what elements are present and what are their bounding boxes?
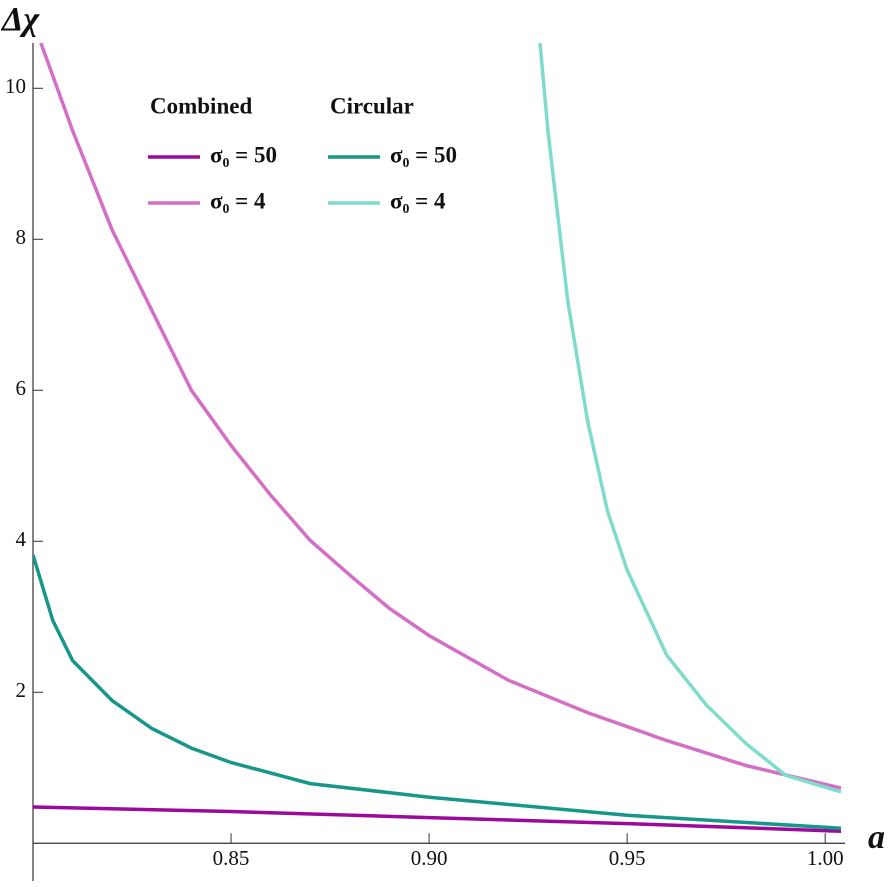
x-tick-label: 0.90 bbox=[411, 846, 448, 870]
legend-label: σ₀ = 4 bbox=[210, 188, 266, 213]
line bbox=[39, 43, 842, 790]
line bbox=[33, 805, 842, 833]
legend-label: σ₀ = 4 bbox=[390, 188, 446, 213]
x-tick-label: 1.00 bbox=[807, 846, 844, 870]
y-tick-label: 8 bbox=[16, 225, 27, 249]
legend-title: Combined bbox=[150, 93, 252, 118]
legend-title: Circular bbox=[330, 93, 414, 118]
x-axis-label: a bbox=[868, 819, 885, 856]
y-tick-label: 6 bbox=[16, 376, 27, 400]
y-tick-label: 10 bbox=[5, 74, 26, 98]
y-tick-label: 2 bbox=[16, 678, 27, 702]
y-tick-label: 4 bbox=[16, 527, 27, 551]
legend-label: σ₀ = 50 bbox=[210, 142, 277, 167]
line bbox=[33, 554, 842, 830]
legend-label: σ₀ = 50 bbox=[390, 142, 457, 167]
x-tick-label: 0.85 bbox=[213, 846, 250, 870]
line bbox=[538, 43, 842, 794]
y-axis-label: Δχ bbox=[0, 1, 40, 38]
x-tick-label: 0.95 bbox=[609, 846, 646, 870]
